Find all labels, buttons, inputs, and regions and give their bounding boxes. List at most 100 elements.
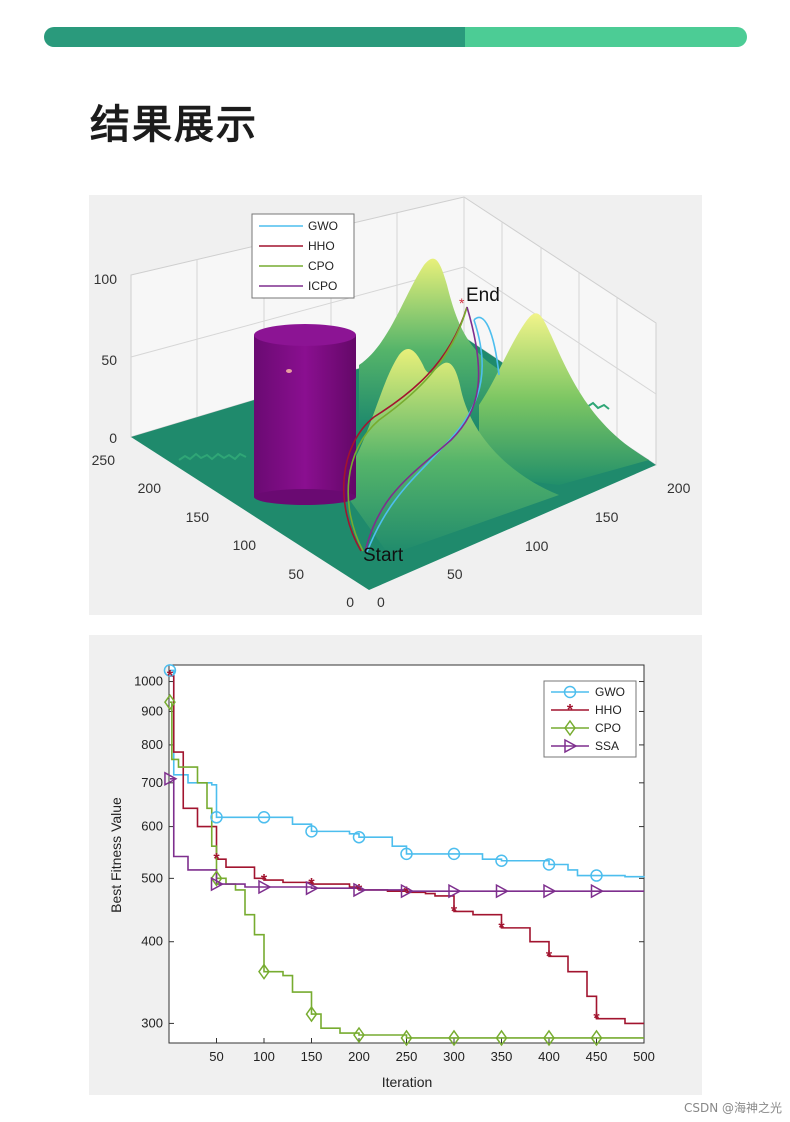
- data-point-marker: [590, 1029, 603, 1047]
- convergence-svg: 300 400 500 600 700 800 900 1000 50 100 150 200 250…: [108, 664, 655, 1090]
- x-axis-label: Iteration: [382, 1074, 433, 1090]
- terrain-3d-plot: * End Start 0 50 100 0 50 100 150 200 25…: [89, 195, 702, 615]
- x-axis-ticks: 0 50 100 150 200: [377, 480, 691, 610]
- data-point-marker: [543, 1029, 555, 1047]
- y-tick: 50: [288, 566, 304, 582]
- x-tick-label: 300: [443, 1049, 465, 1064]
- x-axis-ticks: 50 100 150 200 250 300 350 400 450 500: [209, 1038, 655, 1064]
- path-gwo: [366, 319, 483, 553]
- watermark: CSDN @海神之光: [683, 1101, 782, 1115]
- y-tick-label: 600: [141, 819, 163, 834]
- accent-bar-light: [465, 27, 747, 47]
- accent-bar-dark: [44, 27, 465, 47]
- data-point-marker: [210, 870, 223, 887]
- data-point-marker: *: [567, 702, 574, 719]
- data-point-marker: [447, 847, 461, 861]
- legend-3d: GWO HHO CPO ICPO: [251, 213, 355, 299]
- data-point-marker: [543, 883, 557, 899]
- y-tick-label: 700: [141, 775, 163, 790]
- y-tick-label: 500: [141, 870, 163, 885]
- x-tick-label: 350: [491, 1049, 513, 1064]
- data-point-marker: *: [213, 851, 220, 868]
- legend-label: GWO: [308, 219, 338, 233]
- data-point-marker: [258, 879, 272, 895]
- series-line-ssa: [169, 777, 644, 892]
- legend-convergence: GWO * HHO CPO SSA: [543, 680, 637, 758]
- data-point-marker: [305, 1005, 318, 1023]
- series-lines: [169, 669, 645, 1039]
- data-point-marker: *: [498, 920, 505, 937]
- data-point-marker: [163, 664, 177, 677]
- path-icpo: [364, 306, 480, 553]
- legend-label: CPO: [595, 721, 621, 735]
- path-gwo-end: [473, 316, 500, 376]
- data-point-marker: [400, 1029, 413, 1047]
- z-tick: 0: [109, 430, 117, 446]
- data-point-marker: [542, 858, 556, 871]
- y-axis-ticks: 0 50 100 150 200 250: [92, 452, 355, 610]
- y-tick: 250: [92, 452, 116, 468]
- data-point-marker: *: [261, 872, 268, 889]
- terrain-peak-right: [479, 313, 649, 485]
- legend-label: SSA: [595, 739, 619, 753]
- z-axis-ticks: 0 50 100: [94, 271, 118, 446]
- data-point-marker: *: [451, 903, 458, 920]
- data-point-marker: [448, 1029, 460, 1047]
- data-point-marker: [495, 1029, 508, 1047]
- paths-3d: [343, 306, 500, 553]
- data-point-marker: [563, 685, 577, 699]
- data-point-marker: [164, 771, 178, 787]
- start-label: Start: [363, 545, 404, 566]
- data-point-marker: [564, 719, 576, 737]
- data-point-marker: [400, 883, 415, 899]
- end-label: End: [466, 285, 500, 306]
- data-point-marker: [305, 825, 318, 838]
- data-point-marker: [495, 883, 510, 899]
- end-marker: *: [459, 295, 465, 311]
- data-point-marker: [495, 854, 508, 867]
- data-point-marker: *: [593, 1011, 600, 1028]
- data-point-marker: [564, 738, 578, 754]
- y-tick: 150: [186, 509, 210, 525]
- x-tick-label: 400: [538, 1049, 560, 1064]
- x-tick-label: 250: [396, 1049, 418, 1064]
- z-tick: 100: [94, 271, 118, 287]
- legend-label: GWO: [595, 685, 625, 699]
- data-point-marker: [352, 830, 366, 844]
- top-accent-bar: [44, 27, 747, 47]
- x-tick: 200: [667, 480, 691, 496]
- data-point-marker: [258, 963, 270, 980]
- x-tick: 150: [595, 509, 619, 525]
- data-point-marker: *: [546, 948, 553, 965]
- x-tick: 50: [447, 566, 463, 582]
- data-point-marker: *: [356, 882, 363, 899]
- x-tick-label: 200: [348, 1049, 370, 1064]
- x-tick-label: 50: [209, 1049, 223, 1064]
- data-point-marker: [305, 880, 320, 896]
- legend-label: CPO: [308, 259, 334, 273]
- data-point-marker: [353, 1026, 365, 1044]
- series-line-hho: [169, 675, 644, 1025]
- x-tick: 0: [377, 594, 385, 610]
- terrain-peak-front: [339, 349, 559, 555]
- y-tick-label: 300: [141, 1015, 163, 1030]
- y-axis-ticks: 300 400 500 600 700 800 900 1000: [134, 674, 644, 1030]
- x-tick: 100: [525, 538, 549, 554]
- legend-label: HHO: [308, 239, 335, 253]
- x-tick-label: 100: [253, 1049, 275, 1064]
- data-point-marker: [210, 811, 223, 824]
- x-tick-label: 500: [633, 1049, 655, 1064]
- data-point-marker: [400, 847, 413, 861]
- data-point-marker: [257, 811, 271, 824]
- page-title: 结果展示: [90, 102, 258, 148]
- path-hho: [343, 306, 468, 552]
- series-line-cpo: [169, 701, 644, 1039]
- y-tick-label: 1000: [134, 674, 163, 689]
- cylinder-obstacle: [254, 324, 356, 505]
- y-tick-label: 900: [141, 703, 163, 718]
- path-cpo: [347, 306, 468, 552]
- z-tick: 50: [101, 352, 117, 368]
- data-point-marker: [448, 883, 462, 899]
- x-tick-label: 150: [301, 1049, 323, 1064]
- terrain-3d-svg: * End Start 0 50 100 0 50 100 150 200 25…: [92, 196, 691, 610]
